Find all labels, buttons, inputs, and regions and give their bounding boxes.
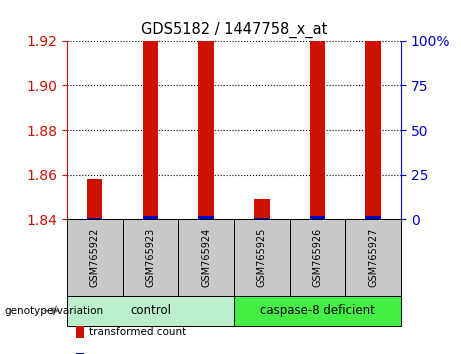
Text: genotype/variation: genotype/variation [5,306,104,316]
Text: control: control [130,304,171,317]
Text: GSM765925: GSM765925 [257,228,267,287]
Bar [87,218,102,219]
Bar [198,216,214,219]
Text: GSM765924: GSM765924 [201,228,211,287]
Bar [310,216,325,219]
Title: GDS5182 / 1447758_x_at: GDS5182 / 1447758_x_at [141,22,327,38]
Text: transformed count: transformed count [89,327,186,337]
Bar [254,199,270,219]
Bar [366,41,381,219]
Text: GSM765922: GSM765922 [90,228,100,287]
Text: GSM765927: GSM765927 [368,228,378,287]
Bar [366,216,381,219]
Bar [142,216,158,219]
Bar [142,41,158,219]
Bar [87,179,102,219]
Text: GSM765923: GSM765923 [145,228,155,287]
Bar [254,218,270,219]
Bar [310,41,325,219]
Text: GSM765926: GSM765926 [313,228,323,287]
Bar [198,41,214,219]
Text: caspase-8 deficient: caspase-8 deficient [260,304,375,317]
